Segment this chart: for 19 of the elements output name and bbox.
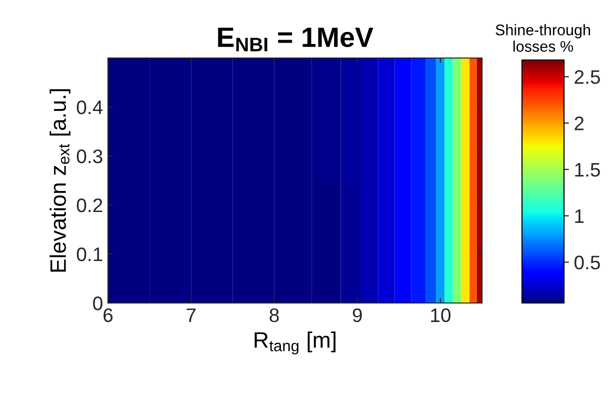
y-tick-label: 0.3 xyxy=(76,149,102,164)
y-tick-label: 0 xyxy=(93,296,102,310)
color-bar-label: 2.5 xyxy=(574,70,600,84)
x-axis-title: R$_{tang}$ [m] xyxy=(254,332,336,354)
chart-title: E$_{NBI}$ = 1MeV xyxy=(218,28,374,52)
color-bar-label: 2 xyxy=(574,116,584,130)
y-axis-title: Elevation z$_{ext}$ [a.u.] xyxy=(50,89,70,272)
x-tick-label: 9 xyxy=(352,308,362,322)
x-tick-label: 7 xyxy=(186,308,196,322)
color-bar-title: Shine-through losses % xyxy=(496,24,590,52)
y-tick-label: 0.1 xyxy=(76,247,102,262)
x-tick-label: 6 xyxy=(104,308,113,322)
color-bar-label: 1 xyxy=(575,209,584,223)
y-tick-label: 0.2 xyxy=(76,198,102,212)
color-bar-label: 0.5 xyxy=(574,256,600,270)
x-tick-label: 8 xyxy=(270,308,279,322)
color-bar-label: 1.5 xyxy=(575,163,600,177)
x-tick-label: 10 xyxy=(431,308,450,322)
y-tick-label: 0.4 xyxy=(76,100,103,114)
